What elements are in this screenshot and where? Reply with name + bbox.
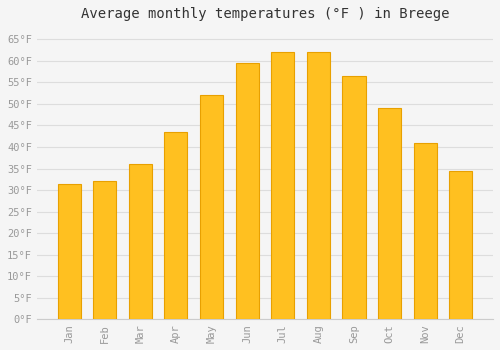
Bar [342, 76, 365, 320]
Bar [378, 108, 401, 320]
Title: Average monthly temperatures (°F ) in Breege: Average monthly temperatures (°F ) in Br… [80, 7, 449, 21]
Bar [414, 143, 436, 320]
Bar [93, 182, 116, 320]
Bar [58, 184, 80, 320]
Bar [271, 52, 294, 320]
Bar [200, 95, 223, 320]
Bar [128, 164, 152, 320]
Bar [307, 52, 330, 320]
Bar [236, 63, 258, 320]
Bar [449, 171, 472, 320]
Bar [164, 132, 188, 320]
